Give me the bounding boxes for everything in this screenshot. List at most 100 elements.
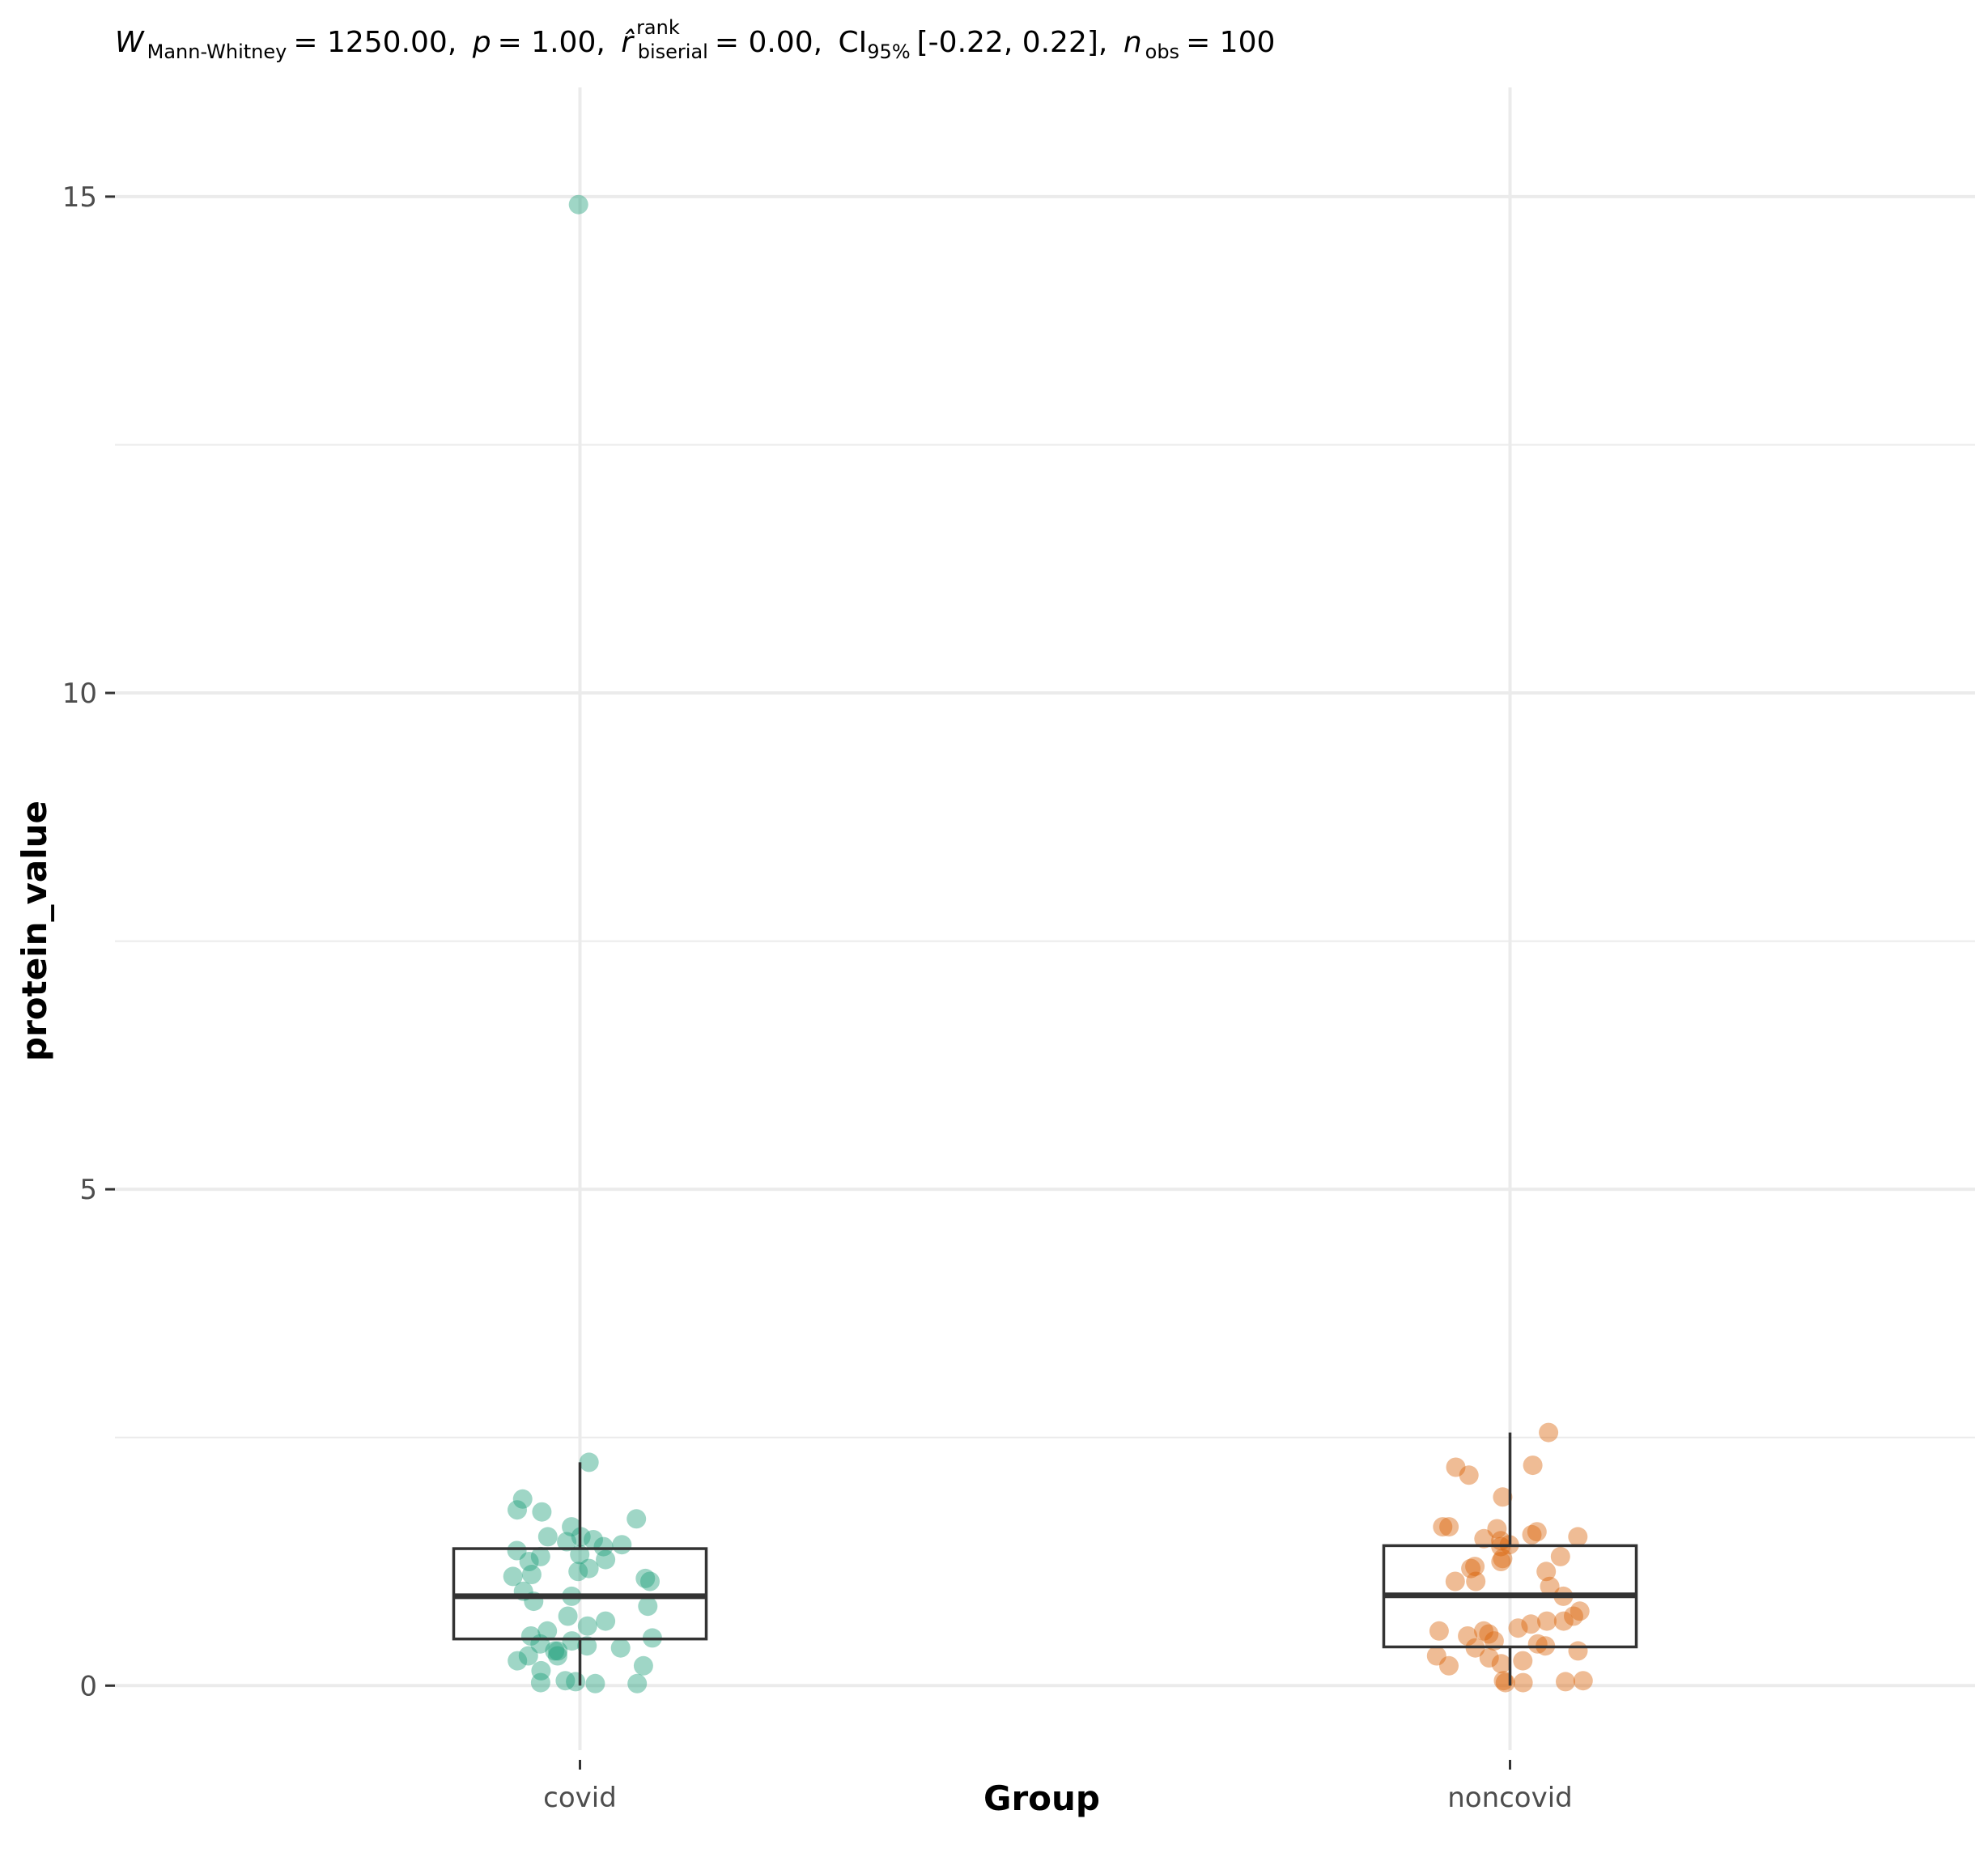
data-point [638,1596,658,1617]
chart-subtitle: W Mann-Whitney = 1250.00, p = 1.00, r̂ rank b… [115,16,1275,63]
data-point [579,1452,599,1472]
data-point [596,1549,616,1570]
data-point [585,1673,605,1693]
data-point [1491,1552,1511,1571]
data-point [537,1527,558,1547]
data-point [1495,1672,1515,1693]
x-tick-label: covid [543,1782,617,1814]
subtitle-p-symbol: p [472,26,491,59]
data-point [1521,1614,1541,1634]
data-point [1466,1571,1486,1591]
data-point [577,1616,597,1636]
subtitle-n-value: = 100 [1186,26,1275,59]
data-point [568,1562,588,1582]
x-axis-ticks: covid noncovid [543,1760,1573,1814]
data-point [1522,1524,1542,1545]
data-point [512,1489,533,1509]
subtitle-ci-subscript: 95% [867,40,910,63]
data-point [1537,1611,1557,1631]
subtitle-n-subscript: obs [1145,40,1179,63]
data-point [1491,1654,1511,1674]
data-point [612,1535,632,1555]
y-axis-ticks: 0 5 10 15 [62,181,115,1702]
subtitle-ci-value: [-0.22, 0.22], [917,26,1108,59]
data-point [568,194,588,215]
y-axis-title: protein_value [15,801,54,1061]
boxplots [452,1432,1638,1686]
data-point [1493,1671,1514,1691]
data-point [610,1638,631,1658]
subtitle-r-symbol: r̂ [621,26,635,59]
data-point [1568,1641,1588,1661]
data-point [1493,1549,1513,1569]
data-point [545,1641,565,1661]
data-point [508,1651,528,1671]
data-point [1570,1601,1590,1621]
y-tick-label: 5 [79,1174,97,1206]
data-point [1474,1528,1494,1549]
subtitle-r-value: = 0.00, [715,26,822,59]
data-point [1550,1546,1570,1566]
data-point [537,1621,558,1641]
subtitle-n-symbol: n [1124,26,1142,59]
data-point [635,1568,656,1588]
data-point [1527,1634,1548,1654]
y-tick-label: 0 [79,1670,97,1702]
data-point [627,1509,647,1529]
data-point [520,1626,541,1646]
data-points [503,194,1593,1693]
data-point [1556,1672,1575,1692]
data-point [593,1536,614,1557]
data-point [1573,1671,1593,1691]
data-point [1474,1621,1493,1641]
data-point [1564,1606,1583,1626]
data-point [1513,1651,1533,1671]
data-point [1426,1646,1446,1666]
data-point [555,1671,576,1691]
data-point [558,1606,578,1626]
data-point [1479,1648,1499,1668]
data-point [1439,1655,1459,1676]
data-point [547,1646,567,1666]
data-point [1523,1455,1543,1476]
data-point [1459,1465,1479,1485]
data-point [577,1636,597,1656]
data-point [1439,1517,1459,1537]
data-point [508,1500,527,1520]
data-point [518,1646,538,1666]
data-point [1493,1487,1513,1507]
data-point [640,1571,660,1591]
data-point [1513,1672,1533,1693]
data-point [1445,1571,1465,1591]
data-point [532,1502,552,1522]
data-point [530,1672,550,1693]
y-tick-label: 15 [62,181,97,214]
data-point [1429,1621,1449,1641]
data-point [530,1546,550,1566]
subtitle-r-subscript: biserial [638,40,708,63]
data-point [521,1565,542,1584]
data-point [531,1660,551,1681]
data-point [507,1540,527,1561]
subtitle-w-symbol: W [115,26,145,59]
subtitle-w-value: = 1250.00, [293,26,457,59]
data-point [1527,1522,1547,1542]
y-tick-label: 10 [62,678,97,710]
data-point [579,1558,599,1579]
subtitle-w-subscript: Mann-Whitney [147,40,287,63]
data-point [627,1673,648,1693]
data-point [1458,1626,1478,1646]
data-point [557,1532,577,1552]
subtitle-r-superscript: rank [636,16,680,39]
data-point [548,1641,568,1661]
data-point [596,1611,616,1631]
data-point [1568,1527,1588,1547]
data-point [633,1655,653,1676]
data-point [1553,1611,1574,1631]
data-point [503,1566,523,1587]
data-point [1461,1558,1481,1579]
grid-minor [115,444,1975,1438]
x-axis-title: Group [983,1778,1100,1818]
